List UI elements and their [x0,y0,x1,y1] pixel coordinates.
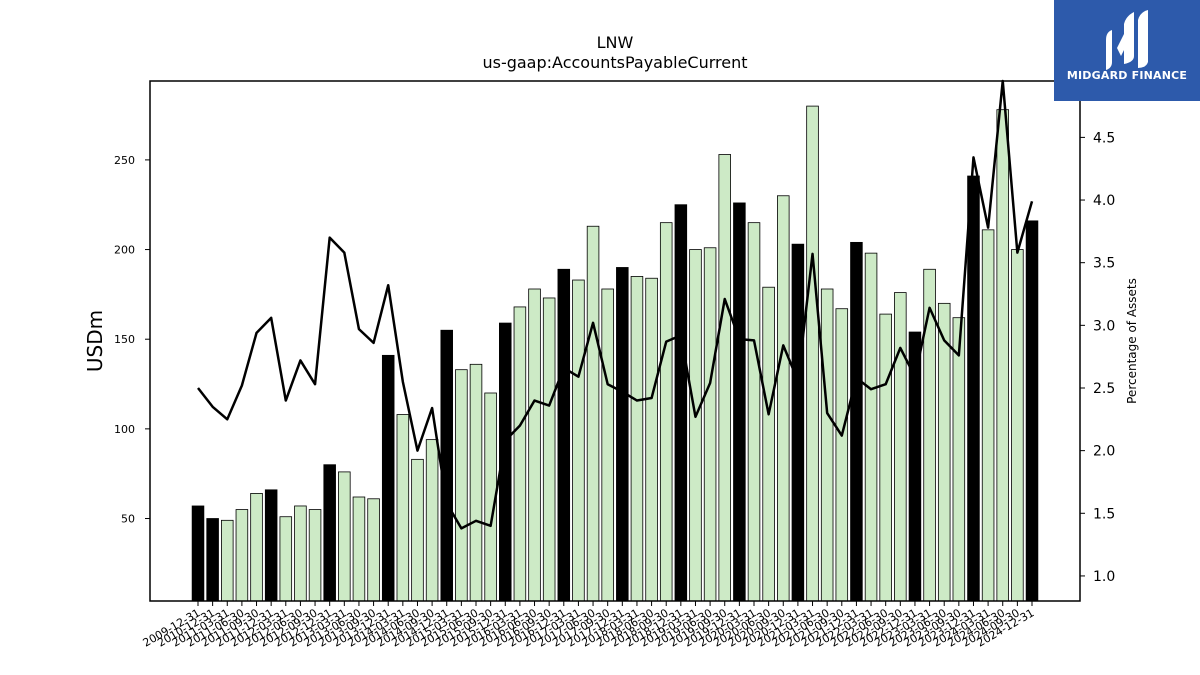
chart-subtitle: us-gaap:AccountsPayableCurrent [482,53,747,72]
y-tick-label: 100 [114,423,135,436]
bar [352,496,366,602]
bar [747,222,761,602]
bar [879,313,892,602]
bar [718,154,731,602]
y-axis-right: 1.0 1.5 2.0 2.5 3.0 3.5 4.0 4.5 [1080,130,1115,585]
bar [528,288,541,602]
bar [659,222,673,602]
bar [469,363,483,602]
bar [338,471,351,602]
bar [703,247,717,602]
y-tick-label: 150 [114,333,135,346]
bar [674,204,688,602]
y2-tick-label: 4.5 [1093,130,1115,146]
y-tick-label: 200 [114,244,135,257]
x-axis: 2009-12-312010-12-312011-03-312011-06-30… [141,601,1037,650]
bar [191,505,205,602]
bar [981,229,995,602]
bar [645,277,658,602]
bar [250,493,263,602]
plot-frame [149,80,1081,602]
bar [308,509,322,602]
bar [733,202,746,602]
bar [820,288,834,602]
bar [894,292,907,602]
bar [455,369,468,602]
percentage-line [197,79,1034,530]
y2-tick-label: 3.0 [1093,318,1115,334]
bar [440,329,453,602]
bar [367,498,380,602]
bar [279,516,293,602]
bar [513,306,527,602]
bars-group [191,105,1039,602]
bar [396,414,410,602]
logo-mark-icon [1106,10,1148,70]
bar [264,489,278,602]
bar [967,175,980,602]
y2-tick-label: 3.5 [1093,256,1115,272]
bar [411,458,424,602]
y2-tick-label: 1.0 [1093,569,1115,585]
bar [235,509,249,602]
bar [630,276,644,602]
bar [557,268,571,602]
bar [294,505,307,602]
y-axis-left: 50 100 150 200 250 [114,154,150,526]
bar [996,109,1009,602]
bar [850,241,863,602]
bar [777,195,790,602]
bar [572,279,585,602]
bar [425,439,439,602]
brand-logo: MIDGARD FINANCE [1054,0,1200,101]
bar [601,288,614,602]
bar [952,317,966,602]
bar [762,286,775,602]
bar [1011,249,1024,602]
bar [221,519,234,602]
bar [206,518,219,602]
bar [1025,220,1039,602]
bar [586,225,600,602]
y-tick-label: 50 [121,513,135,526]
bar [616,267,629,602]
bar [791,243,805,602]
logo-text: MIDGARD FINANCE [1066,69,1188,82]
bar [689,249,702,602]
y2-axis-label: Percentage of Assets [1125,278,1139,404]
chart-title: LNW [597,33,634,52]
line-group [197,79,1034,530]
bar [806,105,819,602]
bar [835,308,849,602]
y-axis-label: USDm [83,310,107,372]
y2-tick-label: 1.5 [1093,506,1115,522]
y2-tick-label: 4.0 [1093,193,1115,209]
bar [864,252,878,602]
y-tick-label: 250 [114,154,135,167]
bar [937,302,951,602]
bar [542,297,556,602]
y2-tick-label: 2.0 [1093,444,1115,460]
y2-tick-label: 2.5 [1093,381,1115,397]
bar [381,354,395,602]
bar [323,464,336,602]
